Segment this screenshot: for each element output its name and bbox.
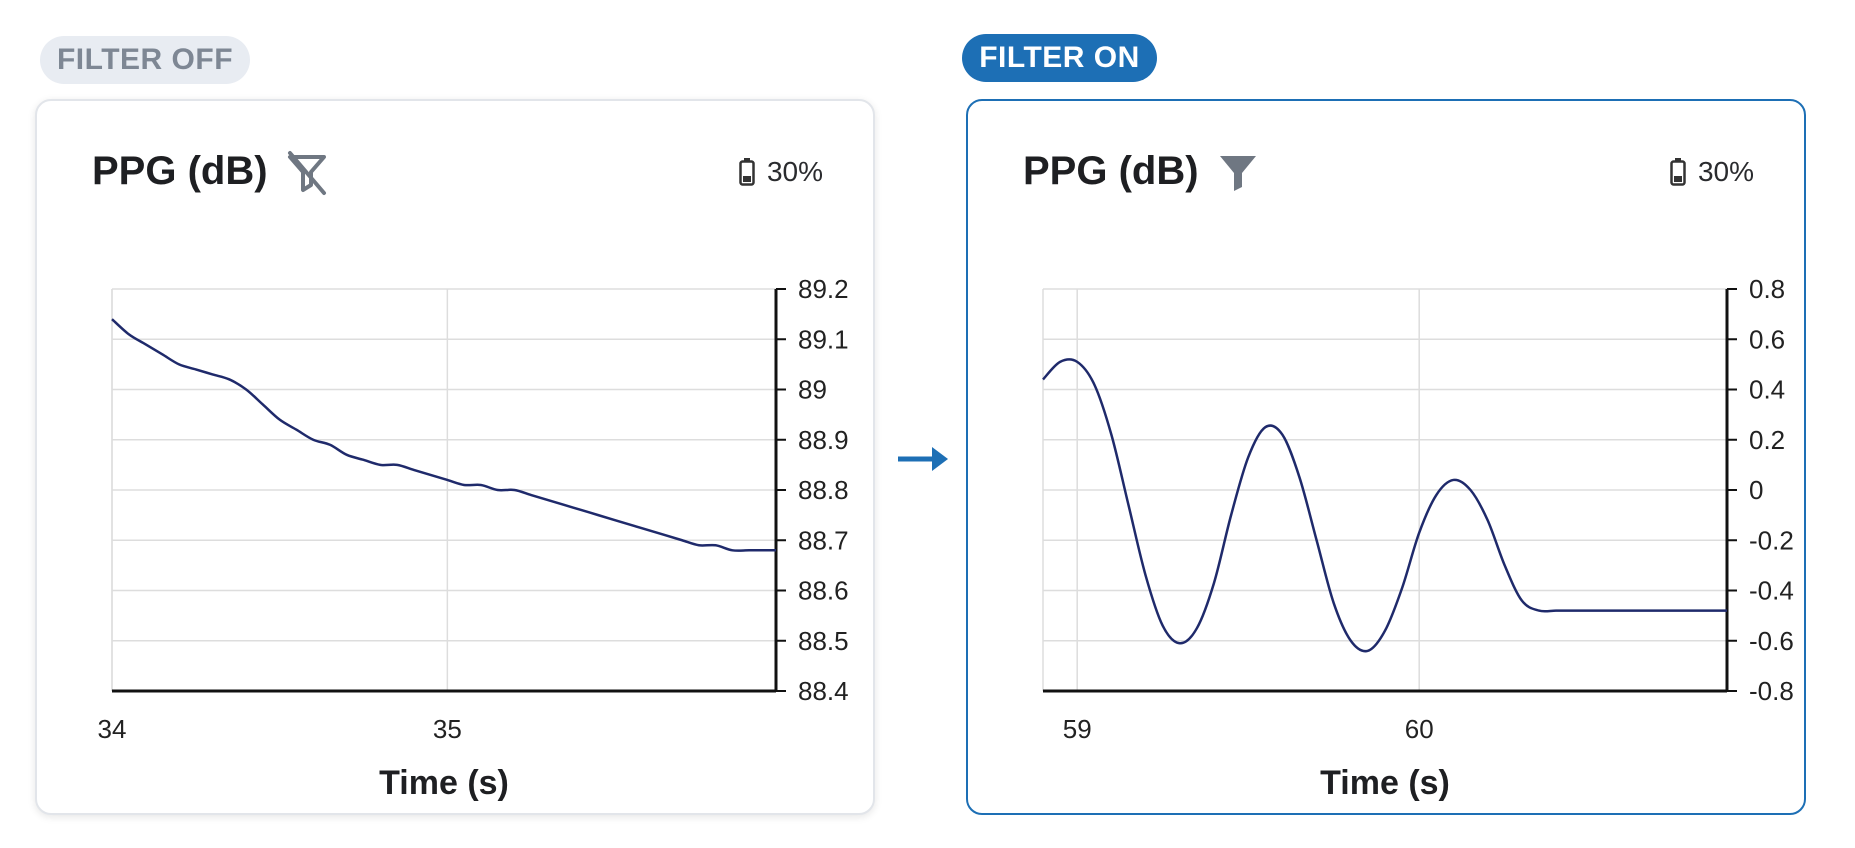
x-tick-label: 60 xyxy=(1405,714,1434,744)
arrow-right-icon xyxy=(898,447,948,471)
y-tick-label: 0.2 xyxy=(1749,425,1785,455)
x-tick-label: 35 xyxy=(433,714,462,744)
y-tick-label: 89 xyxy=(798,375,827,405)
battery-level: 30% xyxy=(766,156,823,187)
series-line xyxy=(111,318,776,552)
y-tick-label: 0 xyxy=(1749,475,1763,505)
battery-status: 30% xyxy=(1670,156,1754,188)
y-tick-label: -0.8 xyxy=(1749,676,1794,706)
chart-panel-filter-off: PPG (dB) 30% xyxy=(35,99,875,815)
filter-on-pill[interactable]: FILTER ON xyxy=(962,34,1157,82)
series-line xyxy=(1042,358,1727,653)
x-tick-label: 59 xyxy=(1063,714,1092,744)
x-tick-label: 34 xyxy=(98,714,127,744)
y-tick-label: 89.1 xyxy=(798,324,849,354)
filter-off-pill[interactable]: FILTER OFF xyxy=(40,36,250,84)
y-tick-label: -0.6 xyxy=(1749,626,1794,656)
battery-icon xyxy=(739,158,755,186)
y-tick-label: -0.2 xyxy=(1749,525,1794,555)
y-tick-label: 88.8 xyxy=(798,475,849,505)
y-tick-label: 0.8 xyxy=(1749,274,1785,304)
y-tick-label: 89.2 xyxy=(798,274,849,304)
y-tick-label: 88.6 xyxy=(798,576,849,606)
battery-status: 30% xyxy=(739,156,823,188)
y-tick-label: 88.4 xyxy=(798,676,849,706)
y-tick-label: 88.9 xyxy=(798,425,849,455)
x-axis-label: Time (s) xyxy=(1320,764,1450,802)
panel-title: PPG (dB) xyxy=(1023,149,1199,193)
y-tick-label: 0.4 xyxy=(1749,375,1785,405)
x-axis-label: Time (s) xyxy=(379,764,509,802)
chart-panel-filter-on: PPG (dB) 30% xyxy=(966,99,1806,815)
y-tick-label: 88.5 xyxy=(798,626,849,656)
filter-icon[interactable] xyxy=(1213,147,1263,197)
battery-level: 30% xyxy=(1697,156,1754,187)
filter-off-icon[interactable] xyxy=(282,147,332,197)
y-tick-label: -0.4 xyxy=(1749,576,1794,606)
y-tick-label: 88.7 xyxy=(798,525,849,555)
y-tick-label: 0.6 xyxy=(1749,324,1785,354)
panel-title: PPG (dB) xyxy=(92,149,268,193)
battery-icon xyxy=(1670,158,1686,186)
